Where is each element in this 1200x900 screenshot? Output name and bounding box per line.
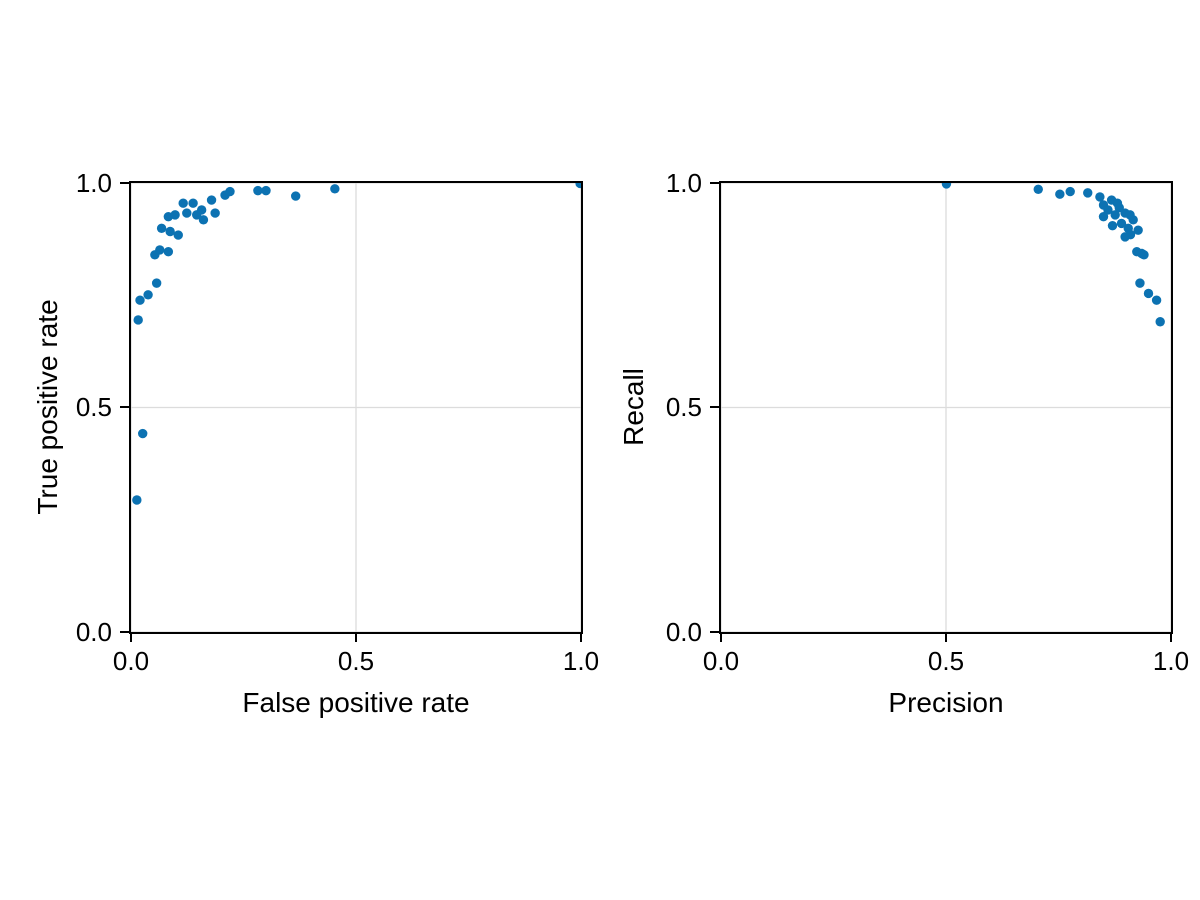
roc-x-axis-label: False positive rate xyxy=(242,687,470,718)
roc-y-tick-mark xyxy=(120,406,129,408)
roc-plot-area xyxy=(129,181,583,634)
roc-x-tick-label-1.0: 1.0 xyxy=(562,646,600,676)
pr-x-tick-mark xyxy=(1170,633,1172,642)
pr-y-tick-label-0.0: 0.0 xyxy=(665,617,702,647)
roc-y-tick-label-1.0: 1.0 xyxy=(75,168,112,198)
pr-y-tick-mark xyxy=(710,182,719,184)
pr-x-tick-mark xyxy=(945,633,947,642)
roc-y-tick-mark xyxy=(120,631,129,633)
pr-x-tick-label-0.5: 0.5 xyxy=(927,646,965,676)
roc-x-tick-label-0.5: 0.5 xyxy=(337,646,375,676)
roc-y-tick-label-0.5: 0.5 xyxy=(75,392,112,422)
pr-scatter-canvas xyxy=(721,183,1171,632)
roc-x-tick-mark xyxy=(580,633,582,642)
pr-y-tick-mark xyxy=(710,631,719,633)
roc-scatter-canvas xyxy=(131,183,581,632)
pr-x-tick-label-0.0: 0.0 xyxy=(702,646,740,676)
roc-x-tick-label-0.0: 0.0 xyxy=(112,646,150,676)
pr-y-tick-label-0.5: 0.5 xyxy=(665,392,702,422)
roc-x-tick-mark xyxy=(130,633,132,642)
pr-plot-area xyxy=(719,181,1173,634)
pr-x-tick-label-1.0: 1.0 xyxy=(1152,646,1190,676)
pr-y-tick-mark xyxy=(710,406,719,408)
roc-y-tick-mark xyxy=(120,182,129,184)
pr-x-tick-mark xyxy=(720,633,722,642)
roc-y-tick-label-0.0: 0.0 xyxy=(75,617,112,647)
pr-y-tick-label-1.0: 1.0 xyxy=(665,168,702,198)
roc-x-tick-mark xyxy=(355,633,357,642)
pr-x-axis-label: Precision xyxy=(888,687,1004,718)
